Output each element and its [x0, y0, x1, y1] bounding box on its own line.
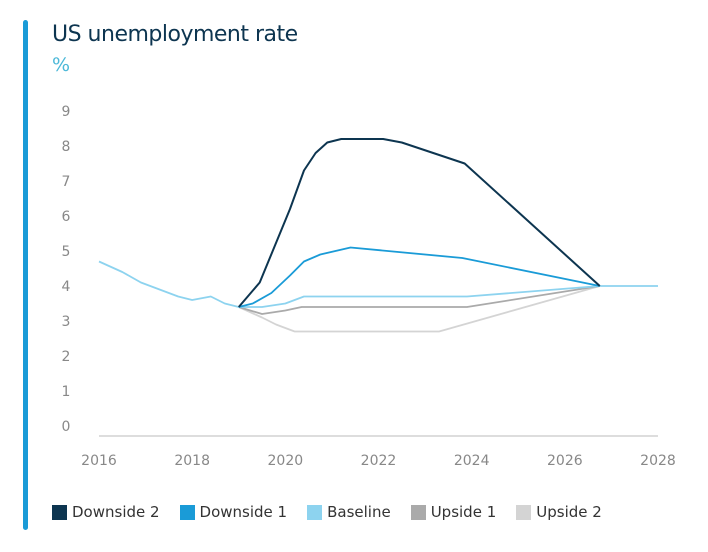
- y-tick-label: 1: [62, 384, 71, 400]
- legend-label: Downside 2: [72, 503, 160, 521]
- x-tick-label: 2020: [268, 453, 304, 469]
- y-tick-label: 6: [62, 209, 71, 225]
- chart-title: US unemployment rate: [52, 22, 298, 47]
- legend-swatch: [307, 504, 323, 520]
- y-tick-label: 5: [62, 244, 71, 260]
- x-tick-label: 2024: [454, 453, 490, 469]
- legend-swatch: [516, 504, 532, 520]
- x-tick-label: 2028: [640, 453, 676, 469]
- y-tick-label: 4: [62, 279, 71, 295]
- y-tick-label: 9: [62, 104, 71, 120]
- y-tick-label: 7: [62, 174, 71, 190]
- accent-bar: [23, 20, 28, 530]
- legend-item: Upside 1: [410, 503, 497, 521]
- legend-item: Upside 2: [516, 503, 602, 521]
- y-tick-label: 0: [62, 419, 71, 435]
- legend-item: Baseline: [307, 503, 391, 521]
- legend-label: Baseline: [327, 503, 391, 521]
- y-tick-label: 3: [62, 314, 71, 330]
- legend-swatch: [179, 504, 195, 520]
- legend-item: Downside 2: [52, 503, 160, 521]
- legend-swatch: [410, 504, 426, 520]
- legend-label: Upside 2: [536, 503, 602, 521]
- legend-label: Downside 1: [199, 503, 288, 521]
- legend: Downside 2 Downside 1 Baseline Upside 1 Upsi…: [52, 503, 622, 521]
- series-line-downside-2: [237, 138, 601, 308]
- x-tick-label: 2022: [361, 453, 397, 469]
- series-line-baseline: [98, 260, 658, 308]
- series-line-downside-1: [238, 246, 600, 308]
- y-tick-label: 2: [62, 349, 71, 365]
- legend-swatch: [52, 504, 67, 520]
- series-line-upside-1: [238, 285, 600, 315]
- series-line-upside-2: [238, 285, 601, 333]
- y-tick-label: 8: [62, 139, 71, 155]
- x-tick-label: 2016: [81, 453, 117, 469]
- x-tick-label: 2018: [174, 453, 210, 469]
- legend-label: Upside 1: [430, 503, 497, 521]
- legend-item: Downside 1: [179, 503, 288, 521]
- y-unit-label: %: [52, 54, 71, 76]
- x-tick-label: 2026: [547, 453, 583, 469]
